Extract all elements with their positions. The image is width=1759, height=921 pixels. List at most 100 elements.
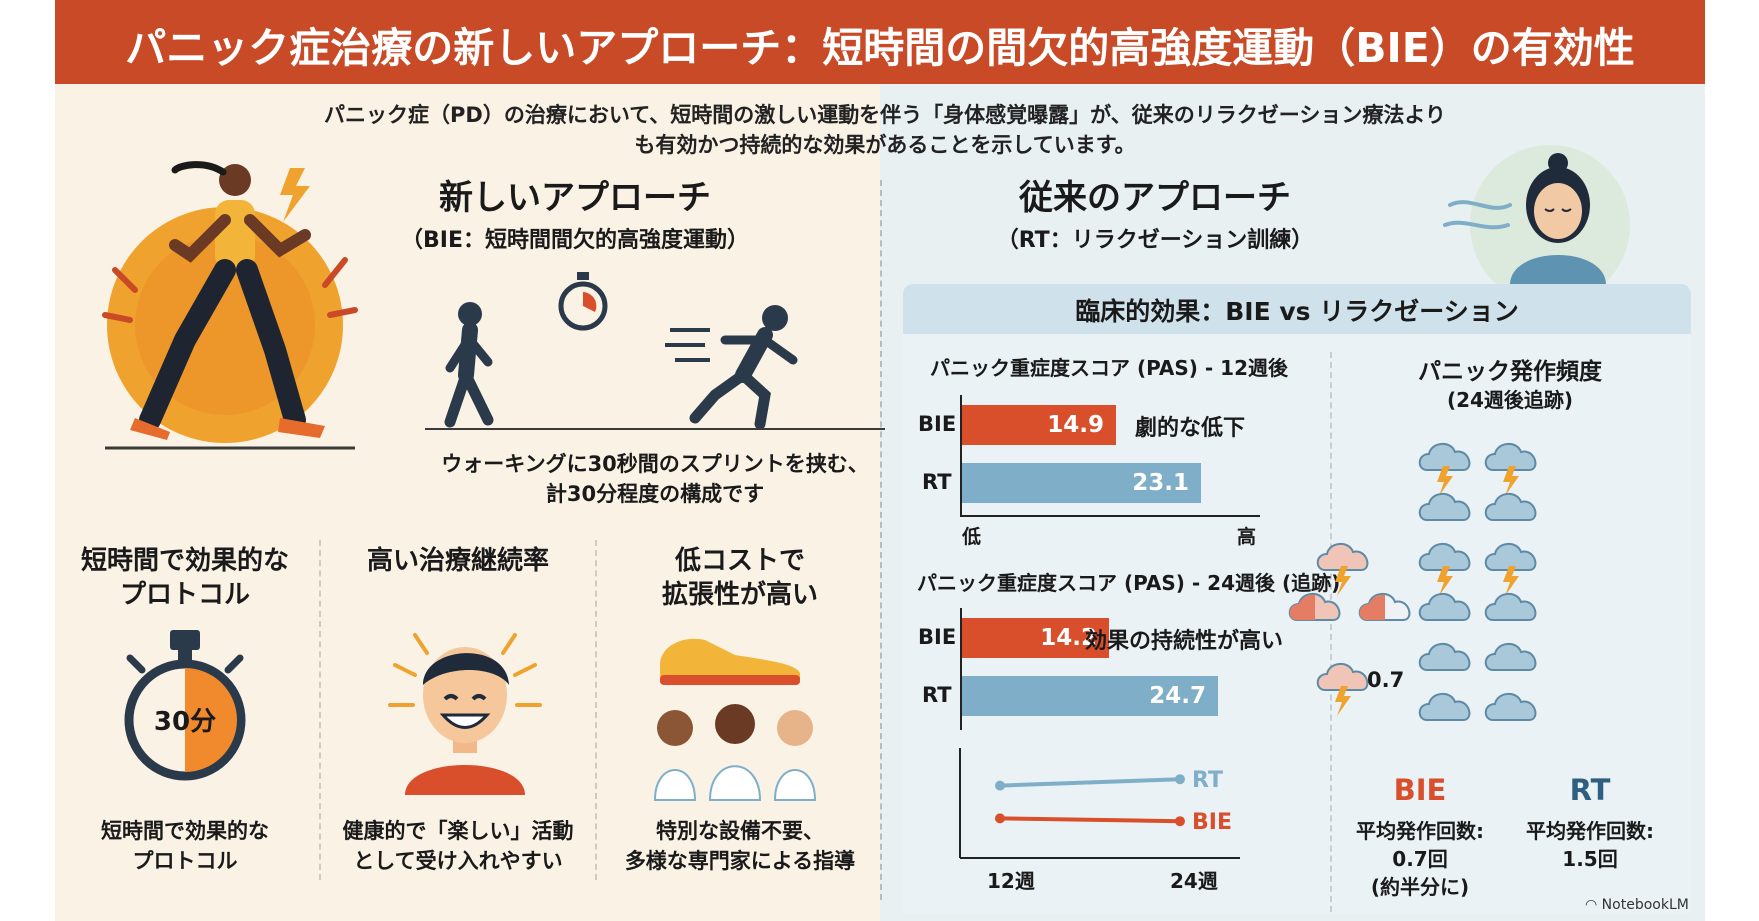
cloud-icon [1358,593,1411,621]
frequency-bie-label: BIE [1393,773,1447,807]
notebooklm-brand-label: NotebookLM [1601,897,1689,913]
notebooklm-brand: ◠ NotebookLM [1585,897,1689,913]
cloud-icon [1484,643,1537,671]
chart1-y-axis [960,395,962,517]
chart1-x-axis [960,515,1260,517]
running-shoe-icon [660,638,800,685]
feature-2-caption-2: として受け入れやすい [353,849,563,873]
new-approach-description-2: 計30分程度の構成です [545,482,765,506]
line-series-label-bie: BIE [1192,810,1232,835]
chart2-bar-bie: 14.2 [962,618,1109,658]
frequency-bie-value: 0.7 [1367,668,1405,692]
line-series-bie [999,816,1181,824]
stopwatch-icon: 30分 [124,630,246,781]
feature-3-caption-2: 多様な専門家による指導 [624,849,856,873]
feature-1-title-1: 短時間で効果的な [80,546,289,576]
ground-line [425,428,885,430]
line-point-bie [1175,816,1185,827]
chart1-value-rt: 23.1 [1132,470,1189,496]
cloud-icon [1418,643,1471,671]
new-approach-heading: 新しいアプローチ [439,178,711,218]
frequency-bie-caption-1: 平均発作回数: [1356,819,1484,843]
relaxing-woman-illustration [1443,145,1630,305]
chart2-value-rt: 24.7 [1149,683,1206,709]
smiling-person-icon [388,633,542,795]
feature-3-title-1: 低コストで [674,546,805,576]
frequency-bie-caption-2: 0.7回 [1392,847,1448,871]
frequency-rt-caption-1: 平均発作回数: [1526,819,1654,843]
frequency-subtitle: (24週後追跡) [1446,388,1574,412]
intro-line-2: も有効かつ持続的な効果があることを示しています。 [634,133,1136,157]
feature-2-caption-1: 健康的で「楽しい」活動 [342,819,574,843]
chart1-title: パニック重症度スコア (PAS) - 12週後 [930,356,1289,380]
feature-1-caption-1: 短時間で効果的な [101,819,269,843]
frequency-rt-label: RT [1569,773,1611,807]
cloud-icon [1418,593,1471,621]
feature-2-title-1: 高い治療継続率 [366,546,549,576]
traditional-subheading: （RT：リラクゼーション訓練） [996,228,1314,253]
feature-3-caption-1: 特別な設備不要、 [656,819,824,843]
feature-3-title-2: 拡張性が高い [661,580,818,610]
line-chart: RT BIE [959,748,1240,859]
chart2-label-bie: BIE [918,625,957,649]
notebooklm-logo-icon: ◠ [1585,897,1602,913]
chart1-bar-rt: 23.1 [962,463,1201,503]
page-title: パニック症治療の新しいアプローチ：短時間の間欠的高強度運動（BIE）の有効性 [125,24,1635,72]
professionals-icon [653,704,817,801]
new-approach-subheading: （BIE：短時間間欠的高強度運動） [401,228,749,253]
storm-cloud-icon [1418,543,1471,596]
storm-cloud-icon [1484,543,1537,596]
chart2-bar-rt: 24.7 [962,676,1218,716]
line-point-rt [1175,774,1185,785]
title-banner: パニック症治療の新しいアプローチ：短時間の間欠的高強度運動（BIE）の有効性 [55,0,1705,84]
cloud-icon [1484,593,1537,621]
feature-1-caption-2: プロトコル [132,849,238,873]
section-divider [880,180,882,900]
infographic: パニック症治療の新しいアプローチ：短時間の間欠的高強度運動（BIE）の有効性 パ… [55,0,1705,921]
runner-illustration [102,161,358,450]
chart2-y-axis [960,608,962,730]
small-stopwatch-icon [558,272,608,331]
line-point-rt [995,780,1005,791]
chart1-bar-bie: 14.9 [962,405,1116,445]
feature-divider-2 [595,540,597,880]
chart2-label-rt: RT [922,683,952,707]
chart1-annotation: 劇的な低下 [1135,416,1246,441]
chart2-value-bie: 14.2 [1040,625,1097,651]
results-panel-title: 臨床的効果：BIE vs リラクゼーション [1075,297,1519,326]
results-panel [903,284,1691,914]
line-chart-x-label-1: 24週 [1170,869,1218,893]
storm-cloud-icon [1484,443,1537,496]
chart1-axis-high: 高 [1237,526,1257,548]
cloud-icon [1484,693,1537,721]
cloud-icon [1418,493,1471,521]
frequency-bie-caption-3: (約半分に) [1370,875,1470,899]
storm-cloud-icon [1316,663,1369,716]
chart1-label-rt: RT [922,470,952,494]
walking-person-icon [444,302,494,428]
frequency-rt-caption-2: 1.5回 [1562,847,1618,871]
intro-line-1: パニック症（PD）の治療において、短時間の激しい運動を伴う「身体感覚曝露」が、従… [324,103,1446,127]
storm-cloud-icon [1316,543,1369,596]
sprinting-person-icon [665,305,798,430]
new-approach-description-1: ウォーキングに30秒間のスプリントを挟む、 [441,452,869,476]
results-panel-header [903,284,1691,334]
line-series-rt [999,777,1181,788]
line-chart-x-label-0: 12週 [987,869,1035,893]
storm-cloud-icon [1418,443,1471,496]
line-point-bie [995,813,1005,824]
intro-text: パニック症（PD）の治療において、短時間の激しい運動を伴う「身体感覚曝露」が、従… [235,100,1535,160]
cloud-icon [1418,693,1471,721]
chart1-axis-low: 低 [962,526,982,548]
chart1-value-bie: 14.9 [1047,412,1104,438]
chart2-annotation: 効果の持続性が高い [1085,629,1284,654]
stopwatch-label: 30分 [154,707,216,737]
traditional-heading: 従来のアプローチ [1019,178,1291,218]
line-series-label-rt: RT [1192,768,1223,793]
chart2-title: パニック重症度スコア (PAS) - 24週後 (追跡) [917,571,1341,595]
cloud-icon [1484,493,1537,521]
panel-divider [1330,352,1332,912]
feature-divider-1 [319,540,321,880]
feature-1-title-2: プロトコル [119,580,250,610]
chart1-label-bie: BIE [918,412,957,436]
